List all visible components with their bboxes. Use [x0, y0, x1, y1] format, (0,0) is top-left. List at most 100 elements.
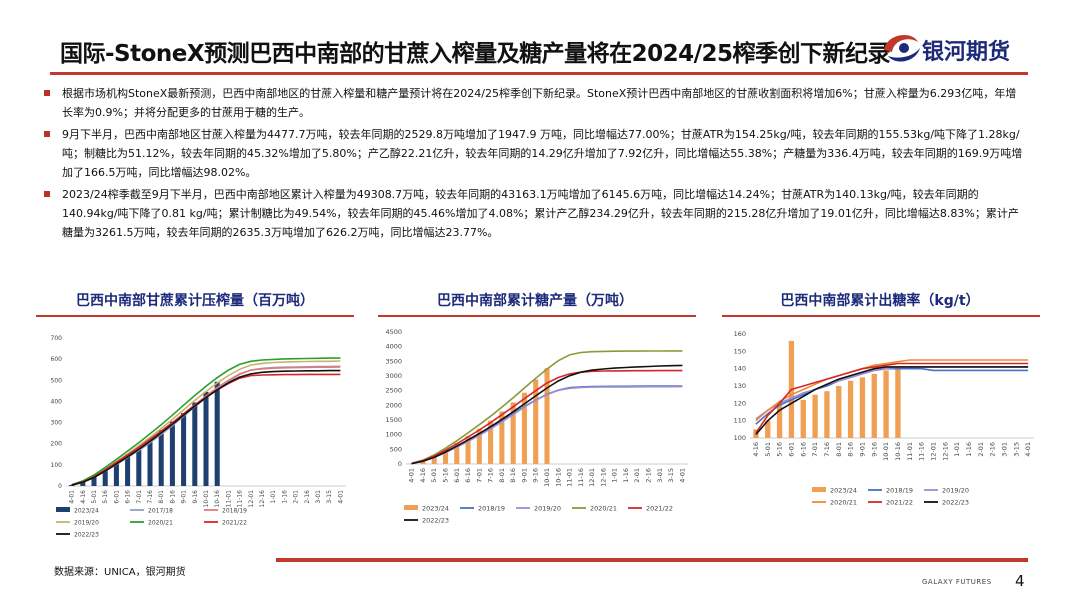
- x-tick-label: 1-16: [965, 442, 973, 457]
- bullet-item: 根据市场机构StoneX最新预测，巴西中南部地区的甘蔗入榨量和糖产量预计将在20…: [42, 84, 1027, 122]
- x-tick-label: 1-01: [611, 468, 619, 483]
- page-number: 4: [1015, 572, 1025, 590]
- x-tick-label: 8-01: [835, 442, 843, 457]
- x-tick-label: 3-15: [1012, 442, 1020, 457]
- x-tick-label: 6-01: [787, 442, 795, 457]
- bar-2023-24: [765, 420, 771, 438]
- bar-2023-24: [102, 469, 108, 486]
- x-tick-label: 1-16: [281, 490, 288, 504]
- bar-2023-24: [442, 449, 449, 464]
- x-tick-label: 9-16: [532, 468, 540, 483]
- x-tick-label: 12-16: [941, 442, 949, 461]
- title-divider: [50, 72, 1028, 75]
- bullet-item: 2023/24榨季截至9月下半月，巴西中南部地区累计入榨量为49308.7万吨，…: [42, 185, 1027, 242]
- bar-2023-24: [871, 373, 877, 438]
- x-tick-label: 10-01: [882, 442, 890, 461]
- y-tick-label: 100: [51, 462, 63, 469]
- legend-label: 2019/20: [74, 520, 99, 527]
- legend-label: 2017/18: [148, 508, 173, 515]
- bullet-item: 9月下半月，巴西中南部地区甘蔗入榨量为4477.7万吨，较去年同期的2529.8…: [42, 125, 1027, 182]
- bar-2023-24: [181, 413, 187, 486]
- series-line-2019-20: [411, 385, 683, 465]
- bar-2023-24: [776, 405, 783, 438]
- legend-swatch: [812, 487, 826, 492]
- legend-label: 2021/22: [646, 505, 673, 513]
- bar-2023-24: [847, 380, 854, 438]
- data-source: 数据来源：UNICA，银河期货: [54, 567, 186, 578]
- bar-2023-24: [80, 481, 86, 486]
- legend-label: 2021/22: [886, 499, 913, 507]
- x-tick-label: 4-01: [337, 490, 344, 504]
- x-tick-label: 8-16: [509, 468, 517, 483]
- series-line-2022-23: [411, 364, 683, 465]
- x-tick-label: 6-16: [799, 442, 807, 457]
- series-line-2020-21: [411, 350, 683, 465]
- bar-2023-24: [883, 370, 889, 438]
- x-tick-label: 12-16: [599, 468, 607, 487]
- bar-2023-24: [454, 442, 460, 464]
- x-tick-label: 3-01: [656, 468, 664, 483]
- y-tick-label: 0: [398, 460, 402, 468]
- x-tick-label: 6-16: [125, 490, 132, 504]
- bar-2023-24: [113, 461, 119, 486]
- y-tick-label: 120: [734, 399, 746, 407]
- bullet-list: 根据市场机构StoneX最新预测，巴西中南部地区的甘蔗入榨量和糖产量预计将在20…: [42, 84, 1027, 245]
- bar-2023-24: [136, 446, 142, 486]
- bar-2023-24: [420, 460, 426, 464]
- legend-swatch: [404, 505, 418, 510]
- x-tick-label: 4-16: [419, 468, 427, 483]
- bar-2023-24: [812, 394, 818, 438]
- legend-label: 2023/24: [830, 487, 857, 495]
- chart3-title: 巴西中南部累计出糖率（kg/t）: [780, 293, 980, 309]
- x-tick-label: 1-01: [953, 442, 961, 457]
- bar-2023-24: [521, 392, 527, 464]
- x-tick-label: 10-16: [894, 442, 902, 461]
- page-title: 国际-StoneX预测巴西中南部的甘蔗入榨量及糖产量将在2024/25榨季创下新…: [60, 41, 891, 67]
- legend-label: 2020/21: [830, 499, 857, 507]
- footer-brand: GALAXY FUTURES: [922, 578, 992, 586]
- y-tick-label: 160: [734, 330, 746, 338]
- y-tick-label: 0: [58, 483, 62, 490]
- x-tick-label: 6-16: [464, 468, 472, 483]
- x-tick-label: 4-01: [408, 468, 416, 483]
- y-tick-label: 3000: [385, 372, 402, 380]
- chart3-title-rule: [722, 315, 1040, 317]
- x-tick-label: 5-01: [430, 468, 438, 483]
- x-tick-label: 4-16: [80, 490, 87, 504]
- x-tick-label: 10-01: [203, 490, 210, 508]
- legend-label: 2023/24: [74, 508, 99, 515]
- bar-2023-24: [214, 381, 220, 486]
- series-line-2021-22: [411, 369, 683, 465]
- x-tick-label: 3-15: [667, 468, 675, 483]
- y-tick-label: 150: [734, 347, 746, 355]
- chart2-title: 巴西中南部累计糖产量（万吨）: [437, 293, 633, 309]
- x-tick-label: 11-16: [918, 442, 926, 461]
- y-tick-label: 2500: [385, 387, 402, 395]
- x-tick-label: 10-16: [214, 490, 221, 508]
- x-tick-label: 2-01: [293, 490, 300, 504]
- x-tick-label: 5-01: [91, 490, 98, 504]
- legend-label: 2020/21: [590, 505, 617, 513]
- bullet-square-icon: [44, 90, 50, 96]
- x-tick-label: 5-01: [764, 442, 772, 457]
- x-tick-label: 7-01: [811, 442, 819, 457]
- x-tick-label: 7-01: [136, 490, 143, 504]
- x-tick-label: 9-16: [192, 490, 199, 504]
- x-tick-label: 9-16: [870, 442, 878, 457]
- x-tick-label: 3-01: [1000, 442, 1008, 457]
- x-tick-label: 3-01: [315, 490, 322, 504]
- y-tick-label: 4000: [385, 343, 402, 351]
- bar-2023-24: [476, 428, 482, 464]
- chart1-title: 巴西中南部甘蔗累计压榨量（百万吨）: [76, 293, 314, 309]
- x-tick-label: 6-01: [453, 468, 461, 483]
- x-tick-label: 9-01: [858, 442, 866, 457]
- legend-label: 2018/19: [886, 487, 913, 495]
- legend-swatch: [56, 507, 70, 512]
- bar-2023-24: [203, 391, 209, 486]
- bullet-text: 9月下半月，巴西中南部地区甘蔗入榨量为4477.7万吨，较去年同期的2529.8…: [62, 128, 1023, 179]
- x-tick-label: 2-01: [633, 468, 641, 483]
- x-tick-label: 8-01: [498, 468, 506, 483]
- bullet-square-icon: [44, 191, 50, 197]
- y-tick-label: 130: [734, 382, 746, 390]
- legend-label: 2023/24: [422, 505, 449, 513]
